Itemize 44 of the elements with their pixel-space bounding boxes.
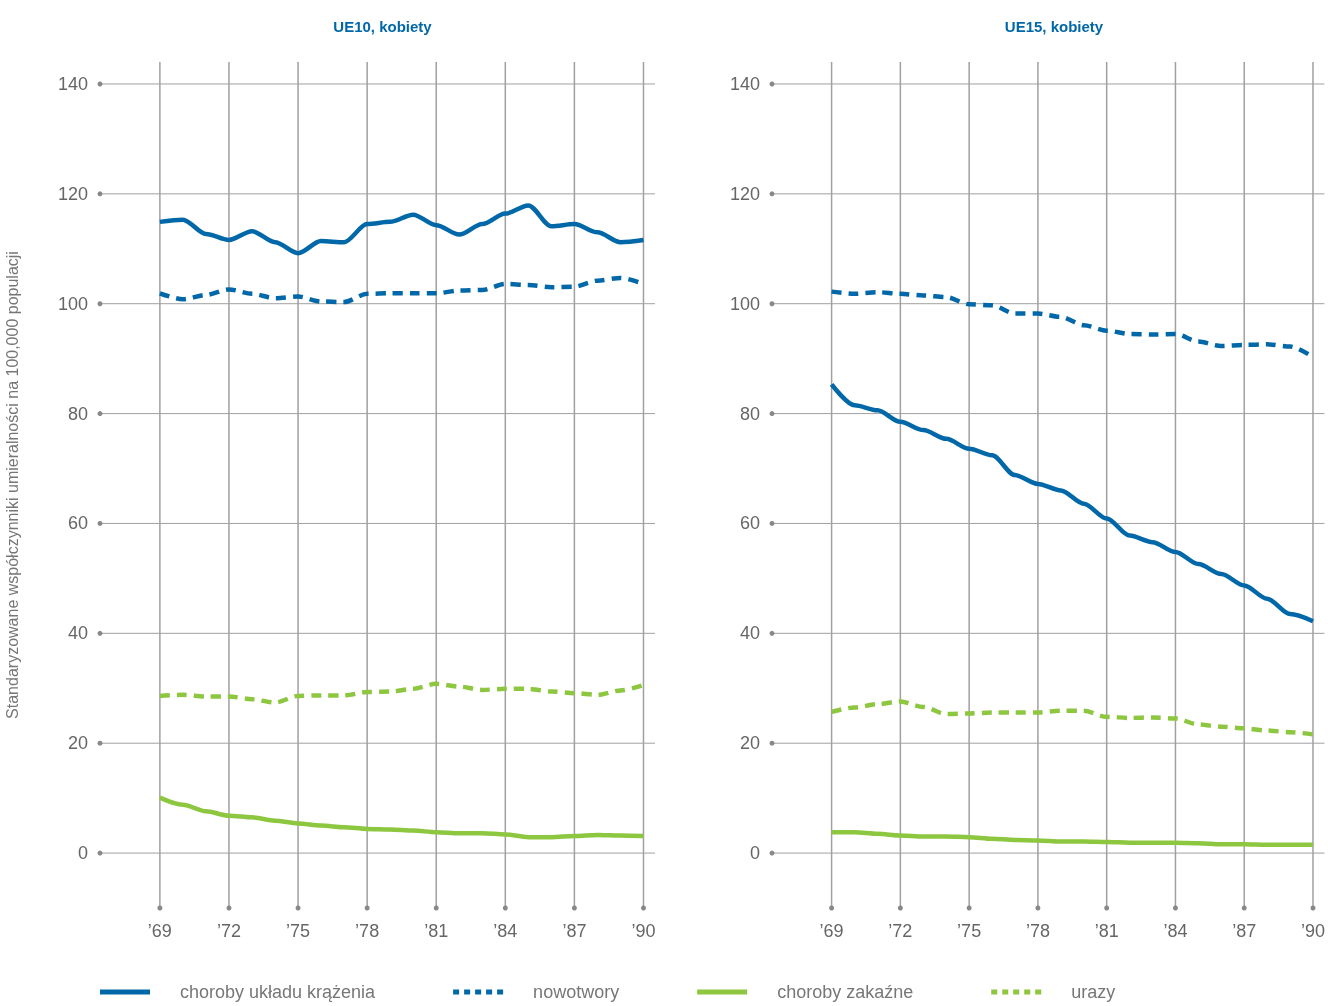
x-tick-label: ’78 xyxy=(355,921,380,941)
line-series xyxy=(829,699,1316,737)
y-tick-label: 20 xyxy=(739,733,760,754)
y-tick-label: 60 xyxy=(67,513,88,534)
x-tick-label: ’90 xyxy=(631,921,656,941)
x-tick-label: ’81 xyxy=(1094,921,1119,941)
legend-label: nowotwory xyxy=(533,982,620,1002)
legend-label: choroby układu krążenia xyxy=(180,982,377,1002)
line-series xyxy=(829,382,1316,624)
x-tick-label: ’87 xyxy=(562,921,587,941)
chart-title: UE10, kobiety xyxy=(333,18,433,35)
y-tick-label: 120 xyxy=(57,183,88,204)
line-series xyxy=(157,795,646,840)
legend-label: choroby zakaźne xyxy=(777,982,914,1002)
x-tick-label: ’78 xyxy=(1025,921,1050,941)
x-tick-label: ’84 xyxy=(1163,921,1188,941)
x-tick-label: ’87 xyxy=(1232,921,1257,941)
y-tick-label: 80 xyxy=(67,403,88,424)
y-tick-label: 0 xyxy=(77,843,88,864)
x-tick-label: ’81 xyxy=(424,921,449,941)
x-tick-label: ’75 xyxy=(957,921,982,941)
legend-label: urazy xyxy=(1071,982,1116,1002)
x-tick-label: ’72 xyxy=(888,921,913,941)
y-tick-label: 40 xyxy=(67,623,88,644)
x-tick-label: ’84 xyxy=(493,921,518,941)
x-tick-label: ’69 xyxy=(147,921,172,941)
y-tick-label: 0 xyxy=(749,843,760,864)
chart-title: UE15, kobiety xyxy=(1004,18,1104,35)
y-tick-label: 20 xyxy=(67,733,88,754)
x-tick-label: ’69 xyxy=(819,921,844,941)
y-axis-title: Standaryzowane współczynniki umieralności na 100,000 populacji xyxy=(3,251,21,719)
y-tick-label: 120 xyxy=(729,183,760,204)
x-tick-label: ’72 xyxy=(216,921,241,941)
y-tick-label: 100 xyxy=(57,293,88,314)
x-tick-label: ’75 xyxy=(286,921,311,941)
x-tick-label: ’90 xyxy=(1300,921,1326,941)
line-series xyxy=(829,829,1316,848)
line-series xyxy=(157,203,646,256)
y-tick-label: 40 xyxy=(739,623,760,644)
y-tick-label: 100 xyxy=(729,293,760,314)
y-tick-label: 140 xyxy=(729,73,760,94)
y-tick-label: 60 xyxy=(739,513,760,534)
y-tick-label: 80 xyxy=(739,403,760,424)
y-tick-label: 140 xyxy=(57,73,88,94)
